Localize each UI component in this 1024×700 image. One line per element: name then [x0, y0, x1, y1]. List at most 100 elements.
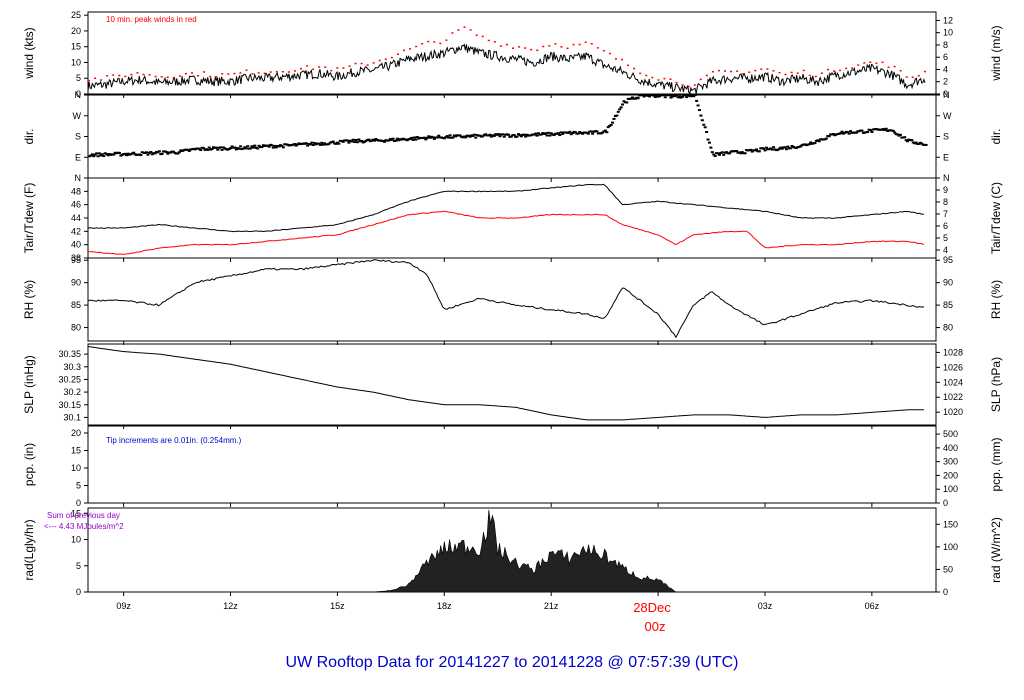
dir-point — [390, 138, 394, 141]
rh-ytick-label: 95 — [71, 255, 81, 265]
dir-ytick-right-label: E — [943, 152, 949, 162]
dir-point — [89, 154, 93, 157]
rad-ylabel: rad(Lgly/hr) — [22, 519, 36, 580]
peak-wind-mark — [445, 39, 448, 41]
rh-frame — [87, 257, 937, 342]
dir-point — [164, 151, 168, 154]
dir-point — [97, 152, 101, 155]
dir-point — [387, 139, 391, 142]
peak-wind-mark — [154, 75, 157, 78]
peak-wind-mark — [911, 76, 914, 79]
wind-ytick-label: 25 — [71, 10, 81, 20]
dir-point — [351, 138, 355, 141]
dir-point — [558, 134, 562, 137]
dir-point — [105, 153, 109, 156]
dir-point — [576, 132, 580, 135]
panel-temp: 38 40 42 44 46 48 4 5 6 7 8 9 Tair/Tdew (F) Tair/Tdew… — [22, 177, 1003, 263]
dir-point — [779, 146, 783, 149]
pcp-ytick-label: 15 — [71, 446, 81, 456]
peak-wind-mark — [711, 71, 714, 73]
temp-ytick-right-label: 9 — [943, 185, 948, 195]
dir-point — [90, 153, 94, 156]
dir-point — [274, 146, 278, 149]
dir-point — [883, 129, 887, 132]
x-tick-label: 09z — [116, 601, 131, 611]
dir-point — [670, 95, 674, 98]
dir-point — [769, 147, 773, 150]
peak-wind-mark — [324, 66, 327, 68]
peak-wind-mark — [166, 76, 169, 78]
slp-ytick-right-label: 1022 — [943, 392, 963, 402]
peak-wind-mark — [88, 79, 90, 82]
dir-point — [234, 148, 238, 151]
dir-point — [435, 136, 439, 139]
peak-wind-mark — [263, 72, 266, 75]
dir-point — [233, 146, 237, 149]
rad-ylabel-right: rad (W/m^2) — [989, 517, 1003, 583]
dir-ytick-right-label: N — [943, 90, 950, 100]
dir-point — [281, 146, 285, 149]
x-tick-label: 15z — [330, 601, 345, 611]
pcp-annotation: Tip increments are 0.01in. (0.254mm.) — [106, 436, 242, 445]
dir-point — [237, 147, 241, 150]
dir-point — [735, 150, 739, 153]
dir-point — [117, 151, 121, 154]
dir-point — [468, 135, 472, 138]
peak-wind-mark — [227, 73, 230, 75]
dir-point — [891, 129, 895, 132]
peak-wind-mark — [215, 75, 218, 78]
peak-wind-mark — [602, 49, 605, 52]
peak-wind-mark — [275, 70, 278, 73]
dir-point — [669, 96, 673, 99]
dir-point — [146, 153, 150, 156]
peak-wind-mark — [627, 64, 630, 67]
dir-point — [321, 143, 325, 146]
dir-point — [571, 132, 575, 135]
dir-point — [549, 132, 553, 135]
peak-wind-mark — [94, 77, 97, 80]
peak-wind-mark — [390, 56, 393, 59]
peak-wind-mark — [621, 58, 624, 61]
peak-wind-mark — [633, 67, 636, 70]
rh-ylabel-right: RH (%) — [989, 280, 1003, 319]
pcp-ytick-right-label: 0 — [943, 498, 948, 508]
dir-point — [412, 136, 416, 139]
dir-point — [697, 109, 701, 112]
peak-wind-mark — [493, 41, 496, 43]
footer-title: UW Rooftop Data for 20141227 to 20141228… — [286, 654, 739, 671]
peak-wind-mark — [614, 58, 617, 60]
peak-wind-mark — [106, 75, 109, 77]
dir-point — [884, 127, 888, 130]
dir-point — [683, 94, 687, 96]
peak-wind-mark — [239, 72, 242, 74]
peak-wind-mark — [433, 41, 436, 43]
peak-wind-mark — [281, 70, 284, 73]
dir-point — [589, 130, 593, 133]
dir-point — [559, 131, 563, 134]
rad-ytick-label: 0 — [76, 587, 81, 597]
dir-point — [707, 141, 711, 144]
peak-wind-mark — [536, 49, 539, 52]
peak-wind-mark — [542, 45, 545, 48]
dir-point — [391, 137, 395, 140]
dir-point — [354, 139, 358, 142]
peak-wind-mark — [572, 43, 575, 46]
dir-point — [713, 155, 717, 158]
rad-ytick-right-label: 100 — [943, 542, 958, 552]
dir-point — [662, 94, 666, 96]
dir-point — [126, 152, 130, 155]
pcp-ytick-right-label: 500 — [943, 429, 958, 439]
dir-point — [256, 147, 260, 150]
dir-point — [552, 134, 556, 137]
dir-point — [622, 100, 626, 103]
dir-point — [294, 144, 298, 147]
peak-wind-mark — [257, 72, 260, 74]
dir-point — [246, 145, 250, 148]
peak-wind-mark — [384, 58, 387, 60]
peak-wind-mark — [360, 62, 363, 65]
wind-ytick-right-label: 6 — [943, 52, 948, 62]
dir-point — [112, 153, 116, 156]
peak-wind-mark — [451, 32, 454, 34]
date-sublabel: 00z — [645, 619, 666, 634]
dir-point — [743, 152, 747, 155]
